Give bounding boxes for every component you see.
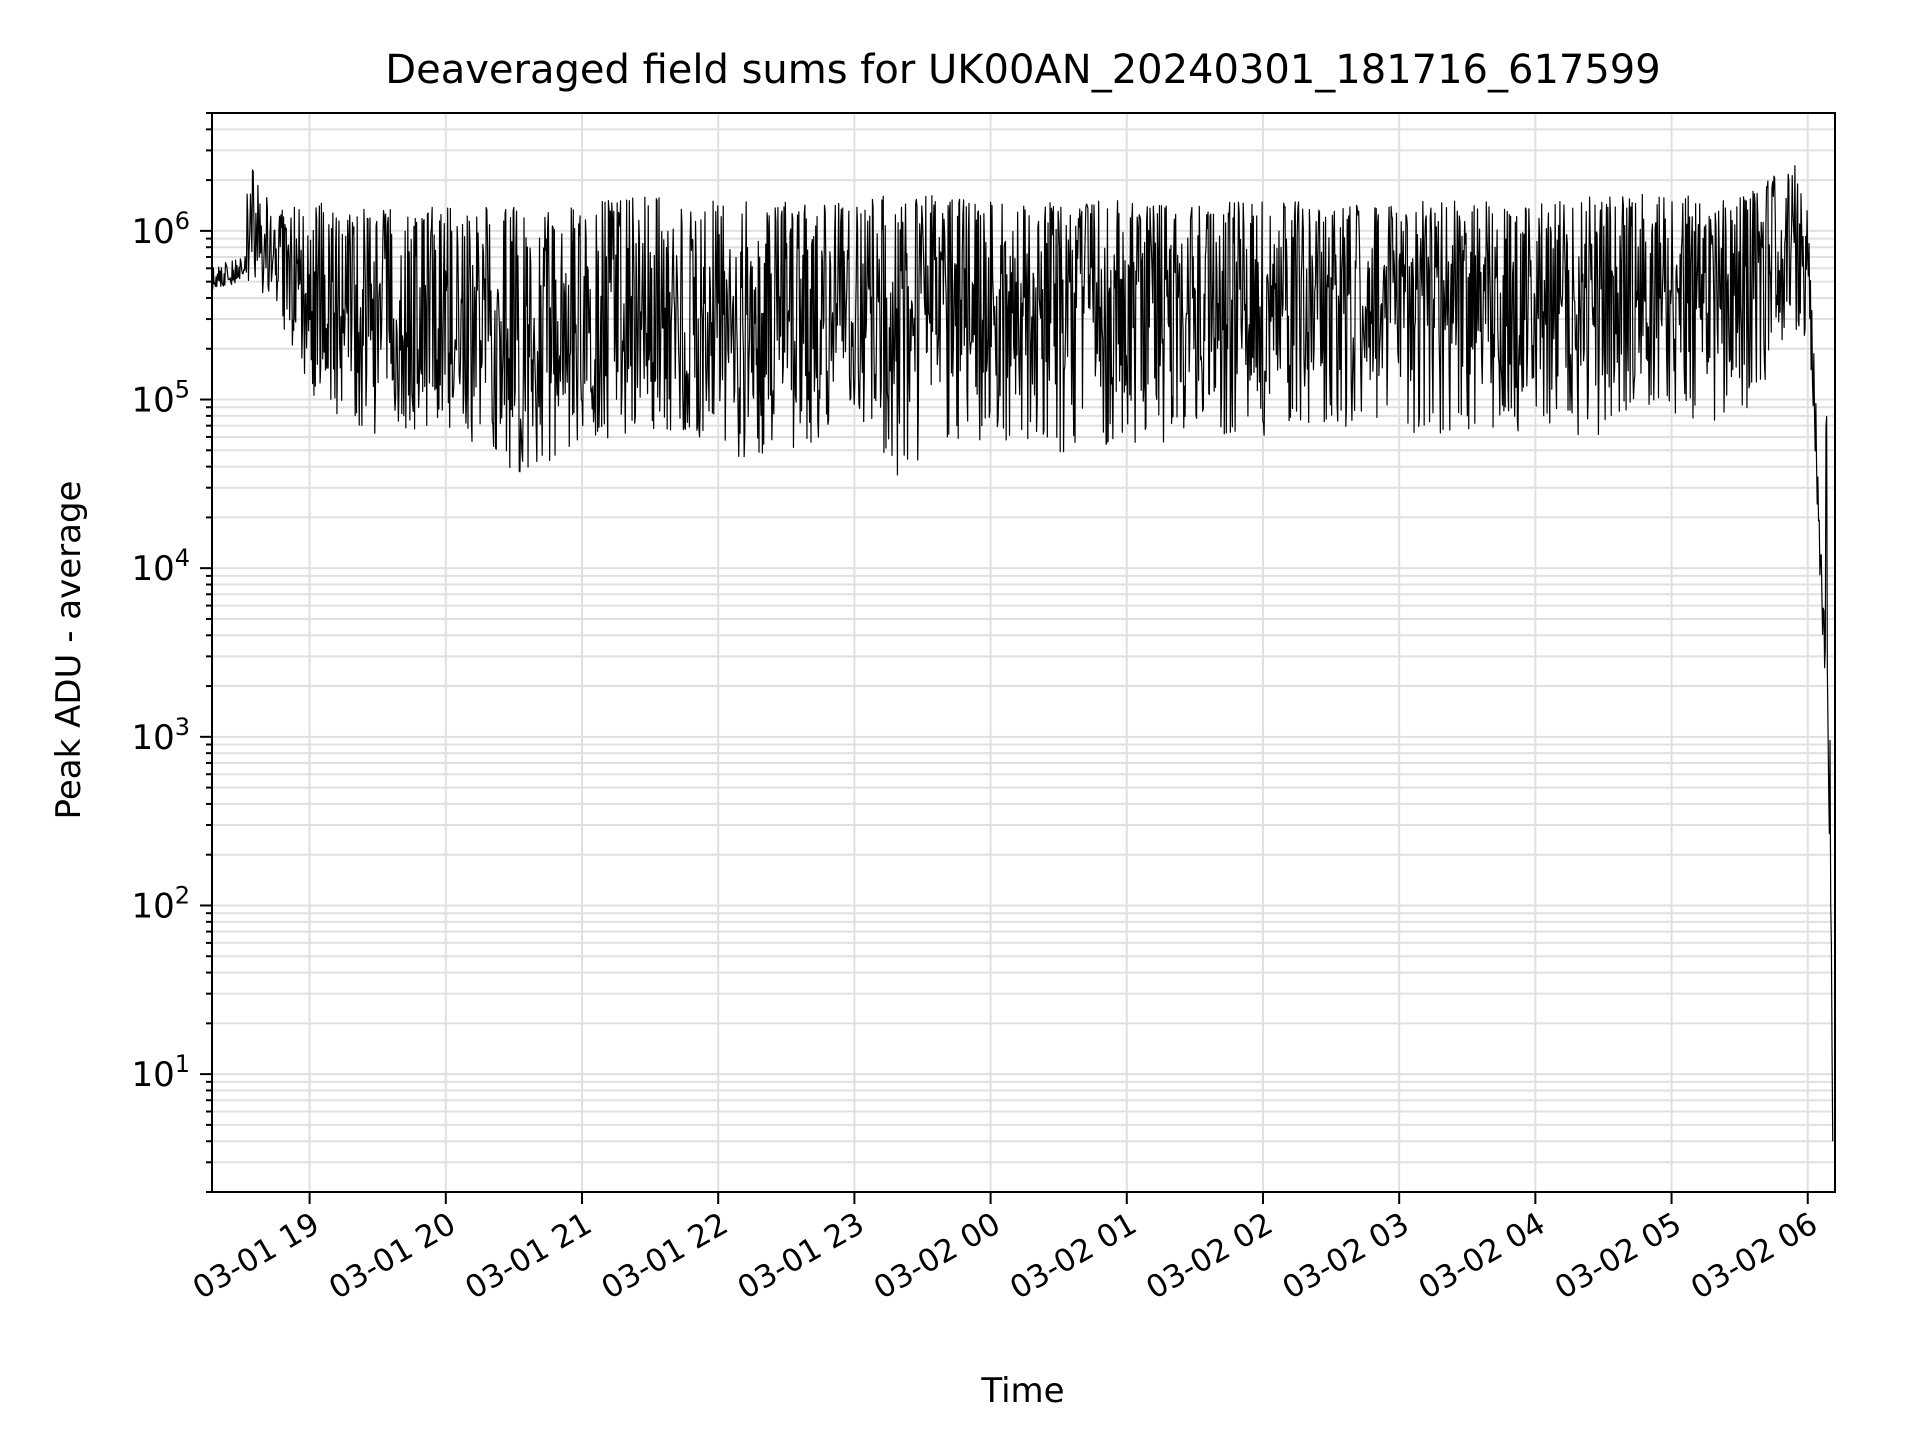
- plot-area: [211, 165, 1834, 1142]
- series-line: [211, 165, 1834, 1142]
- y-tick-label: 103: [131, 713, 190, 758]
- y-tick-label: 104: [131, 544, 190, 589]
- y-tick-label: 105: [131, 376, 190, 421]
- y-tick-label: 102: [131, 881, 190, 926]
- x-axis-label: Time: [980, 1371, 1064, 1411]
- y-axis: 101 102 103 104 105 106: [131, 112, 212, 1193]
- y-tick-label: 101: [131, 1050, 190, 1095]
- y-axis-label: Peak ADU - average: [49, 481, 89, 820]
- chart-title: Deaveraged field sums for UK00AN_2024030…: [385, 47, 1660, 93]
- axes-frame: [211, 112, 1836, 1193]
- y-tick-label: 106: [131, 207, 190, 252]
